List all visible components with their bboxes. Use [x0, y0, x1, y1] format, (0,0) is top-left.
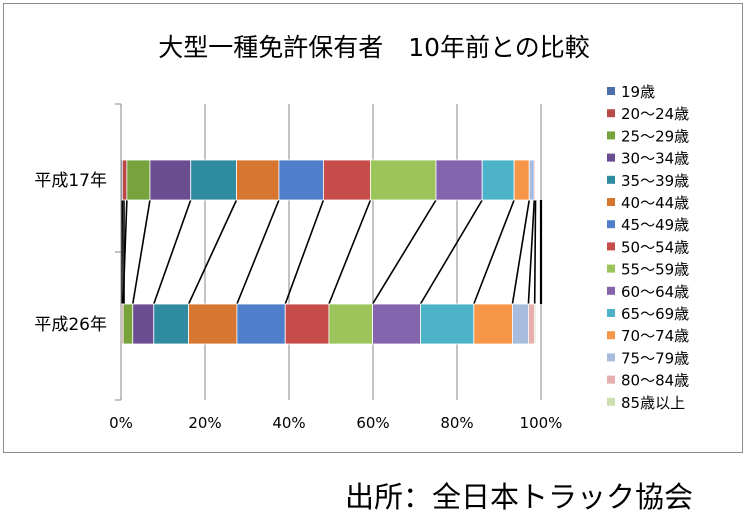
bar-segment	[121, 159, 128, 201]
series-connector-line	[187, 199, 238, 305]
bar-segment	[513, 159, 530, 201]
series-connector-line	[153, 199, 192, 305]
bar-segment	[188, 303, 238, 345]
series-connector-line	[533, 199, 537, 305]
connector-lines	[121, 199, 543, 305]
bar-segment	[132, 303, 155, 345]
series-connector-line	[473, 199, 515, 305]
grid-lines	[204, 104, 542, 400]
legend-swatch	[607, 331, 615, 340]
legend-swatch	[607, 375, 615, 384]
bar-segment	[323, 159, 371, 201]
series-connector-line	[527, 199, 536, 305]
bar-segment	[473, 303, 513, 345]
chart-frame: 大型一種免許保有者 10年前との比較 0% 20% 40% 60% 80% 100% 平成1…	[3, 3, 743, 453]
bar-segment	[278, 159, 324, 201]
bar-segment	[372, 303, 421, 345]
bar-segment	[420, 303, 475, 345]
series-connector-line	[328, 199, 372, 305]
bar-segment	[512, 303, 529, 345]
legend-label: 75～79歳	[621, 349, 689, 367]
legend-label: 19歳	[621, 83, 655, 101]
legend-label: 30～34歳	[621, 150, 689, 168]
bar-segment	[370, 159, 437, 201]
legend-swatch	[607, 109, 615, 118]
series-connector-line	[419, 199, 483, 305]
x-tick-label: 0%	[109, 414, 133, 432]
legend-label: 25～29歳	[621, 127, 689, 145]
series-connector-line	[236, 199, 280, 305]
legend-label: 20～24歳	[621, 105, 689, 123]
category-label: 平成17年	[34, 171, 107, 191]
x-tick-label: 40%	[272, 414, 305, 432]
legend-swatch	[607, 87, 615, 95]
legend-label: 55～59歳	[621, 261, 689, 279]
bar-segment	[328, 303, 373, 345]
legend-swatch	[607, 242, 615, 251]
legend-swatch	[607, 220, 615, 229]
bar-segment	[236, 303, 286, 345]
bar-segment	[236, 159, 280, 201]
x-tick-label: 20%	[188, 414, 221, 432]
bar-segment	[528, 303, 536, 345]
bar-segment	[528, 159, 535, 201]
series-connector-line	[131, 199, 151, 305]
bar-segment	[435, 159, 483, 201]
legend-swatch	[607, 286, 615, 295]
source-note: 出所：全日本トラック協会	[345, 480, 694, 514]
legend: 19歳 20～24歳 25～29歳 30～34歳 35～39歳 40～44歳 45～49歳 5…	[607, 83, 689, 412]
bar-segment	[149, 159, 192, 201]
bar-segment	[190, 159, 237, 201]
bar-segment	[284, 303, 330, 345]
legend-swatch	[607, 153, 615, 162]
legend-label: 85歳以上	[621, 394, 685, 412]
legend-swatch	[607, 264, 615, 273]
legend-label: 80～84歳	[621, 372, 689, 390]
stacked-bar-chart: 大型一種免許保有者 10年前との比較 0% 20% 40% 60% 80% 100% 平成1…	[34, 33, 689, 432]
x-tick-label: 60%	[356, 414, 389, 432]
bar-segment	[153, 303, 190, 345]
legend-swatch	[607, 397, 615, 406]
legend-label: 65～69歳	[621, 305, 689, 323]
series-connector-line	[371, 199, 437, 305]
legend-swatch	[607, 309, 615, 317]
legend-swatch	[607, 175, 615, 184]
bar-segment	[122, 303, 134, 345]
chart-title: 大型一種免許保有者 10年前との比較	[158, 33, 590, 62]
legend-label: 35～39歳	[621, 172, 689, 190]
legend-label: 70～74歳	[621, 327, 689, 345]
legend-swatch	[607, 353, 615, 362]
legend-label: 45～49歳	[621, 216, 689, 234]
bar-segment	[481, 159, 515, 201]
series-connector-line	[511, 199, 531, 305]
bars	[120, 159, 537, 345]
legend-label: 50～54歳	[621, 238, 689, 256]
legend-swatch	[607, 198, 615, 206]
x-tick-label: 100%	[520, 414, 563, 432]
series-connector-line	[284, 199, 325, 305]
legend-swatch	[607, 131, 615, 140]
legend-label: 40～44歳	[621, 194, 689, 212]
bar-segment	[534, 303, 537, 345]
x-tick-label: 80%	[440, 414, 473, 432]
legend-label: 60～64歳	[621, 283, 689, 301]
bar-segment	[126, 159, 151, 201]
category-label: 平成26年	[34, 315, 107, 335]
